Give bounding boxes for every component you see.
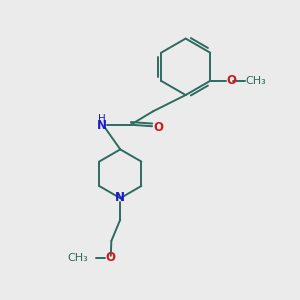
Text: O: O	[153, 121, 163, 134]
Text: O: O	[227, 74, 237, 87]
Text: N: N	[115, 191, 125, 204]
Text: CH₃: CH₃	[245, 76, 266, 86]
Text: H: H	[98, 114, 105, 124]
Text: CH₃: CH₃	[67, 253, 88, 263]
Text: N: N	[97, 119, 106, 132]
Text: O: O	[106, 251, 116, 264]
